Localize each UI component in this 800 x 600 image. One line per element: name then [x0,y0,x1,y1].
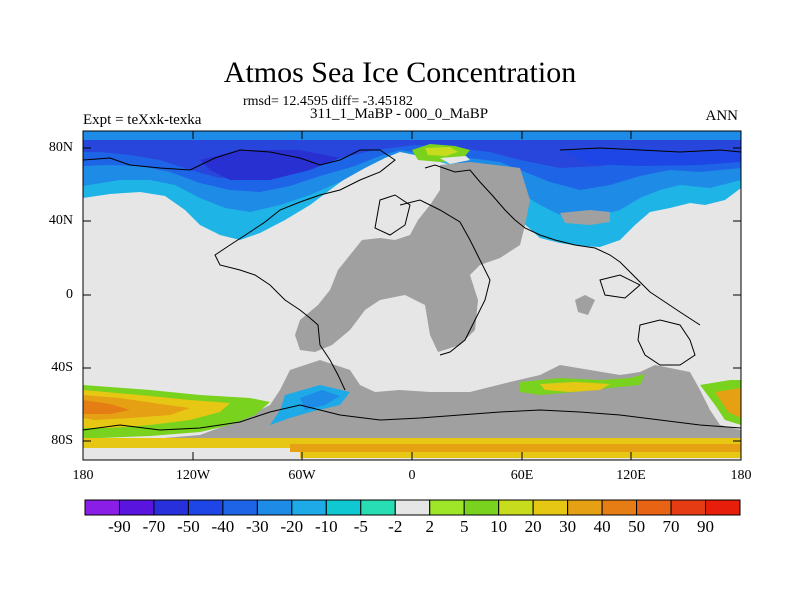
x-axis-ticks [192,131,632,460]
colorbar-swatch [325,499,362,516]
colorbar-swatch [601,499,638,516]
colorbar-label: 50 [628,517,646,536]
experiment-label: Expt = teXxk-texka [83,112,202,128]
colorbar-label: -70 [142,517,166,536]
x-tick-0: 0 [408,468,416,483]
colorbar-label: 90 [697,517,715,536]
colorbar-label: -40 [211,517,235,536]
y-tick-80s: 80S [51,433,73,448]
colorbar-swatch [429,499,465,516]
colorbar-label: 10 [490,517,508,536]
colorbar-label: -50 [177,517,200,536]
y-tick-40n: 40N [48,213,73,228]
plot-title: Atmos Sea Ice Concentration [223,56,577,89]
x-tick-60w: 60W [288,468,316,483]
colorbar-label: 2 [425,517,434,536]
x-tick-180w: 180 [72,468,94,483]
colorbar-swatch [394,499,431,516]
colorbar-swatch [360,499,396,516]
colorbar-swatch [222,499,258,516]
colorbar-swatch [256,499,293,516]
colorbar-swatch [187,499,224,516]
colorbar-label: -30 [246,517,269,536]
x-tick-120e: 120E [616,468,646,483]
colorbar-label: -20 [280,517,304,536]
stats-subtitle: rmsd= 12.4595 diff= -3.45182 [243,94,413,109]
colorbar-swatch [532,499,569,516]
x-tick-120w: 120W [175,468,211,483]
colorbar-label: -90 [108,517,131,536]
colorbar-swatch [118,499,155,516]
coastlines [83,147,741,431]
colorbar-label: 30 [559,517,577,536]
y-tick-40s: 40S [51,360,73,375]
colorbar-swatch [291,499,327,516]
colorbar-swatch [84,499,120,516]
colorbar-label: 70 [662,517,680,536]
colorbar-label: -10 [314,517,338,536]
colorbar-swatch [636,499,672,516]
colorbar-swatch [670,499,707,516]
colorbar-label: 5 [459,517,469,536]
colorbar [84,499,741,516]
y-tick-80n: 80N [48,140,73,155]
y-axis-ticks [83,147,741,442]
colorbar-swatch [705,499,741,516]
colorbar-label: 20 [524,517,542,536]
colorbar-swatch [463,499,500,516]
x-tick-180e: 180 [730,468,752,483]
colorbar-swatch [498,499,534,516]
colorbar-label: -5 [353,517,368,536]
colorbar-swatch [567,499,603,516]
comparison-subtitle: 311_1_MaBP - 000_0_MaBP [310,106,489,122]
colorbar-label: 40 [593,517,611,536]
colorbar-label: -2 [388,517,403,536]
period-label: ANN [705,108,739,124]
x-tick-60e: 60E [510,468,534,483]
y-tick-0: 0 [66,287,73,302]
colorbar-swatch [153,499,189,516]
